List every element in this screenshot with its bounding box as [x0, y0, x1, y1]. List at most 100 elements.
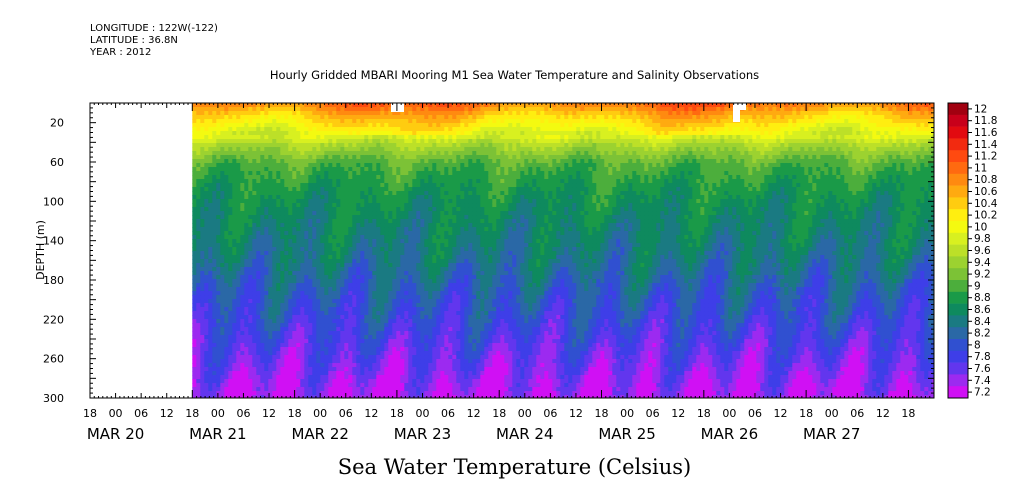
- heatmap-cell: [364, 395, 369, 398]
- heatmap-cell: [444, 187, 449, 192]
- heatmap-cell: [456, 343, 461, 348]
- heatmap-cell: [388, 323, 393, 328]
- heatmap-cell: [304, 123, 309, 128]
- heatmap-cell: [424, 175, 429, 180]
- heatmap-cell: [292, 307, 297, 312]
- heatmap-cell: [208, 275, 213, 280]
- heatmap-cell: [444, 307, 449, 312]
- heatmap-cell: [348, 231, 353, 236]
- heatmap-cell: [216, 187, 221, 192]
- heatmap-cell: [228, 339, 233, 344]
- heatmap-cell: [428, 219, 433, 224]
- heatmap-cell: [308, 163, 313, 168]
- heatmap-cell: [396, 175, 401, 180]
- heatmap-cell: [380, 239, 385, 244]
- heatmap-cell: [412, 283, 417, 288]
- heatmap-cell: [408, 175, 413, 180]
- heatmap-cell: [408, 275, 413, 280]
- heatmap-cell: [420, 239, 425, 244]
- heatmap-cell: [208, 299, 213, 304]
- heatmap-cell: [316, 279, 321, 284]
- heatmap-cell: [420, 255, 425, 260]
- heatmap-cell: [296, 215, 301, 220]
- heatmap-cell: [236, 135, 241, 140]
- heatmap-cell: [308, 319, 313, 324]
- heatmap-cell: [328, 395, 333, 398]
- heatmap-cell: [444, 243, 449, 248]
- heatmap-cell: [320, 167, 325, 172]
- heatmap-cell: [388, 151, 393, 156]
- heatmap-cell: [340, 215, 345, 220]
- heatmap-cell: [424, 151, 429, 156]
- heatmap-cell: [372, 223, 377, 228]
- heatmap-cell: [252, 103, 257, 108]
- heatmap-cell: [296, 263, 301, 268]
- heatmap-cell: [324, 391, 329, 396]
- heatmap-cell: [352, 255, 357, 260]
- heatmap-cell: [232, 115, 237, 120]
- heatmap-cell: [192, 155, 197, 160]
- heatmap-cell: [360, 235, 365, 240]
- heatmap-cell: [304, 323, 309, 328]
- heatmap-cell: [452, 227, 457, 232]
- heatmap-cell: [384, 167, 389, 172]
- heatmap-cell: [296, 335, 301, 340]
- heatmap-cell: [376, 151, 381, 156]
- heatmap-cell: [248, 395, 253, 398]
- heatmap-cell: [252, 287, 257, 292]
- heatmap-cell: [412, 271, 417, 276]
- heatmap-cell: [452, 347, 457, 352]
- heatmap-cell: [356, 143, 361, 148]
- heatmap-cell: [444, 319, 449, 324]
- heatmap-cell: [216, 327, 221, 332]
- heatmap-cell: [360, 391, 365, 396]
- heatmap-cell: [280, 131, 285, 136]
- heatmap-cell: [304, 295, 309, 300]
- heatmap-cell: [456, 331, 461, 336]
- heatmap-cell: [356, 231, 361, 236]
- heatmap-cell: [352, 139, 357, 144]
- heatmap-cell: [252, 235, 257, 240]
- heatmap-cell: [200, 287, 205, 292]
- heatmap-cell: [396, 375, 401, 380]
- heatmap-cell: [436, 151, 441, 156]
- heatmap-cell: [220, 119, 225, 124]
- heatmap-cell: [356, 119, 361, 124]
- heatmap-cell: [380, 279, 385, 284]
- heatmap-cell: [452, 171, 457, 176]
- heatmap-cell: [264, 175, 269, 180]
- heatmap-cell: [408, 147, 413, 152]
- heatmap-cell: [248, 151, 253, 156]
- heatmap-cell: [328, 355, 333, 360]
- heatmap-cell: [448, 111, 453, 116]
- heatmap-cell: [404, 171, 409, 176]
- heatmap-cell: [428, 299, 433, 304]
- heatmap-cell: [432, 219, 437, 224]
- heatmap-cell: [280, 139, 285, 144]
- heatmap-cell: [296, 351, 301, 356]
- heatmap-cell: [212, 371, 217, 376]
- heatmap-cell: [456, 179, 461, 184]
- heatmap-cell: [276, 379, 281, 384]
- heatmap-cell: [320, 395, 325, 398]
- heatmap-cell: [296, 111, 301, 116]
- heatmap-cell: [428, 355, 433, 360]
- heatmap-cell: [228, 283, 233, 288]
- heatmap-cell: [328, 307, 333, 312]
- heatmap-cell: [280, 147, 285, 152]
- heatmap-cell: [272, 355, 277, 360]
- heatmap-cell: [424, 227, 429, 232]
- heatmap-cell: [352, 347, 357, 352]
- heatmap-cell: [420, 247, 425, 252]
- heatmap-cell: [316, 307, 321, 312]
- heatmap-cell: [208, 271, 213, 276]
- heatmap-cell: [228, 319, 233, 324]
- heatmap-cell: [216, 371, 221, 376]
- heatmap-cell: [380, 159, 385, 164]
- heatmap-cell: [344, 219, 349, 224]
- heatmap-cell: [336, 211, 341, 216]
- heatmap-cell: [276, 131, 281, 136]
- heatmap-cell: [244, 199, 249, 204]
- heatmap-cell: [196, 275, 201, 280]
- heatmap-cell: [420, 367, 425, 372]
